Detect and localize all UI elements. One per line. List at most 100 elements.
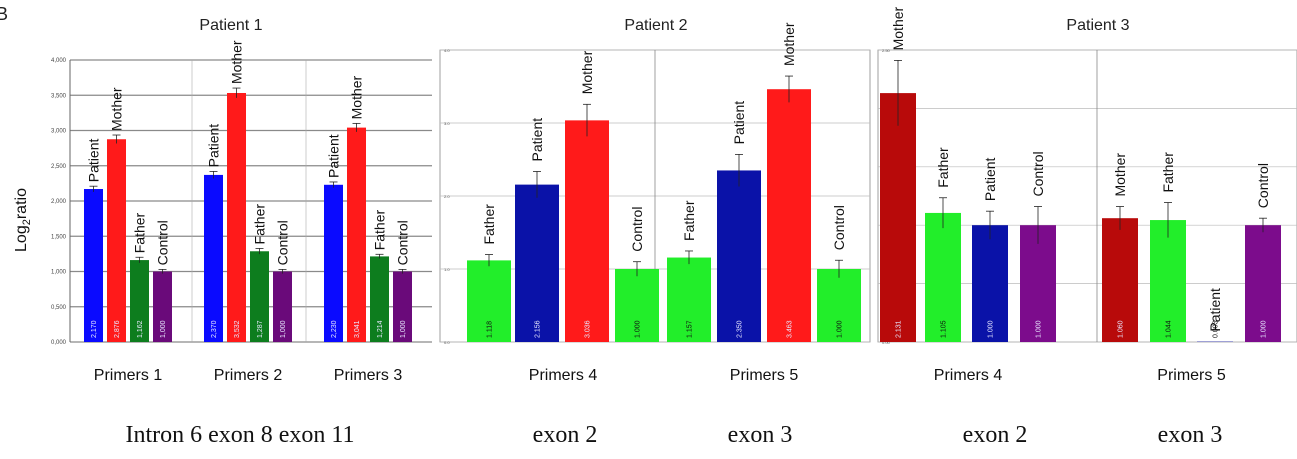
bar-patient-1-primers-1-mother [107,139,126,342]
chart-title-patient-1: Patient 1 [199,17,262,34]
group-label-patient-2-primers-5: Primers 5 [730,367,799,384]
bar-patient-3-primers-4-mother-value-label: 2.131 [896,320,903,338]
footer-label-intron6-exon8-exon11: Intron 6 exon 8 exon 11 [125,422,354,448]
bar-patient-1-primers-1-father-value-label: 1,162 [137,320,144,338]
bar-patient-1-primers-1-control [153,271,172,342]
bar-patient-3-primers-4-father-label: Father [935,147,951,188]
bar-patient-2-primers-4-patient [515,184,559,342]
bar-patient-1-primers-3-control-label: Control [395,220,411,265]
bar-patient-1-primers-2-patient [204,174,223,342]
bar-patient-2-primers-4-mother [565,120,609,342]
bar-patient-1-primers-1-patient-value-label: 2,170 [91,320,98,338]
bar-patient-2-primers-5-patient-label: Patient [731,101,747,145]
bar-patient-1-primers-3-mother-value-label: 3,041 [354,320,361,338]
bar-patient-2-primers-4-father [467,260,511,342]
bar-patient-3-primers-5-control-value-label: 1.000 [1261,320,1268,338]
y-tick-label-patient-1-0: 0,000 [51,340,67,346]
footer-label-exon-3-patient-2: exon 3 [728,422,793,448]
bar-patient-3-primers-4-father [925,212,961,342]
bar-patient-1-primers-3-mother [347,127,366,342]
bar-patient-3-primers-5-father [1150,220,1186,342]
bar-patient-3-primers-5-control [1245,225,1281,342]
bar-patient-1-primers-3-patient [324,184,343,342]
bar-patient-2-primers-5-father [667,257,711,342]
y-axis-label-base: Log [13,225,30,252]
bar-patient-2-primers-5-patient [717,170,761,342]
bar-patient-3-primers-4-patient [972,225,1008,342]
bar-patient-3-primers-4-father-value-label: 1.105 [941,320,948,338]
bar-patient-1-primers-2-father-label: Father [252,204,268,245]
bar-patient-2-primers-5-control-label: Control [831,205,847,250]
bar-patient-3-primers-5-mother-value-label: 1.060 [1118,320,1125,338]
bar-patient-1-primers-1-control-value-label: 1,000 [160,320,167,338]
bar-patient-2-primers-5-mother-value-label: 3.463 [787,320,794,338]
y-tick-label-patient-2-4: 4.0 [444,48,450,53]
y-tick-label-patient-1-8: 4,000 [51,58,67,64]
group-label-patient-3-primers-4: Primers 4 [934,367,1003,384]
bar-patient-2-primers-5-patient-value-label: 2.350 [737,320,744,338]
bar-patient-3-primers-5-mother [1102,218,1138,342]
bar-patient-2-primers-5-father-value-label: 1.157 [687,320,694,338]
bar-patient-3-primers-4-control-value-label: 1.000 [1036,320,1043,338]
y-axis-label-rest: ratio [13,188,30,219]
bar-patient-3-primers-5-father-value-label: 1.044 [1166,320,1173,338]
y-axis-label-sub: 2 [21,219,33,225]
bar-patient-2-primers-5-control-value-label: 1.000 [837,320,844,338]
bar-patient-1-primers-3-control [393,271,412,342]
bar-patient-1-primers-3-patient-value-label: 2,230 [331,320,338,338]
bar-patient-2-primers-5-mother [767,89,811,343]
y-tick-label-patient-1-7: 3,500 [51,93,67,99]
y-tick-label-patient-1-1: 0,500 [51,305,67,311]
bar-patient-2-primers-5-mother-label: Mother [781,22,797,66]
y-tick-label-patient-1-3: 1,500 [51,234,67,240]
bar-patient-2-primers-4-father-label: Father [481,204,497,245]
bar-patient-1-primers-1-father-label: Father [132,212,148,253]
footer-label-exon-2-patient-3: exon 2 [963,422,1028,448]
bar-patient-2-primers-4-control-value-label: 1.000 [635,320,642,338]
chart-panel-patient-2: Patient 2 0.0 1.0 2.0 3.0 4.0 Father 1.118 Pati… [439,17,871,384]
bar-patient-2-primers-4-father-value-label: 1.118 [487,321,494,338]
chart-panel-patient-3: Patient 3 0.000.501.001.502.002.50Mother… [877,6,1297,384]
group-label-patient-1-primers-3: Primers 3 [334,367,403,384]
bar-patient-3-primers-5-mother-label: Mother [1112,153,1128,197]
bar-patient-1-primers-2-control-label: Control [275,220,291,265]
bar-patient-2-primers-4-mother-value-label: 3.036 [585,320,592,338]
bar-patient-3-primers-5-father-label: Father [1160,152,1176,193]
bar-patient-1-primers-3-patient-label: Patient [326,134,342,178]
bar-patient-1-primers-2-control-value-label: 1,000 [280,320,287,338]
y-tick-label-patient-2-2: 2.0 [444,194,450,199]
y-tick-label-patient-1-5: 2,500 [51,164,67,170]
bar-patient-2-primers-4-mother-label: Mother [579,50,595,94]
y-tick-label-patient-3-0: 0.00 [882,340,891,345]
bar-patient-1-primers-3-mother-label: Mother [349,75,365,119]
y-tick-label-patient-2-1: 1.0 [444,267,450,272]
bar-patient-1-primers-2-father-value-label: 1,287 [257,320,264,338]
bar-patient-2-primers-4-patient-label: Patient [529,118,545,162]
group-label-patient-2-primers-4: Primers 4 [529,367,598,384]
bar-patient-1-primers-3-father [370,256,389,342]
y-axis-label: Log2ratio [13,188,33,252]
group-label-patient-3-primers-5: Primers 5 [1157,367,1226,384]
group-label-patient-1-primers-2: Primers 2 [214,367,283,384]
panel-letter: B [0,4,8,24]
bar-patient-2-primers-4-patient-value-label: 2.156 [535,320,542,338]
bar-patient-1-primers-2-mother [227,92,246,342]
bar-patient-1-primers-2-patient-value-label: 2,370 [211,320,218,338]
y-tick-label-patient-1-2: 1,000 [51,270,67,276]
bar-patient-2-primers-4-control-label: Control [629,207,645,252]
y-tick-label-patient-1-4: 2,000 [51,199,67,205]
bar-patient-3-primers-5-patient-value-label: 0.003 [1213,320,1220,338]
bar-patient-3-primers-5-patient-label: Patient [1207,288,1223,332]
bar-patient-3-primers-4-control-label: Control [1030,151,1046,196]
bar-patient-1-primers-2-mother-value-label: 3,532 [234,320,241,338]
y-tick-label-patient-2-3: 3.0 [444,121,450,126]
bar-patient-1-primers-3-father-value-label: 1,214 [377,320,384,338]
y-tick-label-patient-2-0: 0.0 [444,340,450,345]
bar-patient-2-primers-4-control [615,269,659,342]
y-tick-label-patient-3-5: 2.50 [882,48,891,53]
bar-patient-3-primers-4-patient-label: Patient [982,157,998,201]
bar-patient-1-primers-3-control-value-label: 1,000 [400,320,407,338]
bar-patient-1-primers-2-control [273,271,292,342]
group-label-patient-1-primers-1: Primers 1 [94,367,163,384]
